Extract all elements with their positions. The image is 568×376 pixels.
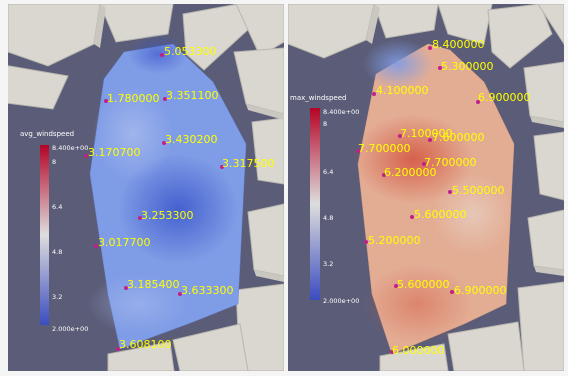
render-canvas-right[interactable]: max_windspeed 8.400e+00 8 6.4 4.8 3.2 2.… [288, 4, 564, 371]
probe-point[interactable]: 3.430200 [162, 133, 218, 146]
probe-point[interactable]: 5.300000 [438, 60, 494, 73]
probe-point[interactable]: 3.017700 [94, 236, 151, 249]
probe-label: 3.253300 [141, 209, 194, 222]
legend-title: avg_windspeed [20, 130, 74, 138]
probe-point[interactable]: 6.000000 [390, 344, 445, 357]
buildings [8, 4, 284, 371]
probe-label: 7.700000 [424, 156, 477, 169]
probe-point[interactable]: 7.100000 [398, 127, 453, 140]
legend-tick: 6.4 [323, 168, 333, 176]
probe-point[interactable]: 7.700000 [422, 156, 477, 169]
surface-shade-top [128, 34, 188, 74]
probe-point[interactable]: 6.900000 [450, 284, 507, 297]
probe-point[interactable]: 3.253300 [138, 209, 194, 222]
probe-point[interactable]: 5.600000 [394, 278, 450, 291]
probe-points-left: 5.053300 1.780000 3.351100 3.170700 3.43… [84, 45, 275, 351]
legend-max: 8.400e+00 [323, 108, 359, 116]
legend-min: 2.000e+00 [52, 325, 88, 333]
probe-label: 3.633300 [181, 284, 234, 297]
render-view-avg-windspeed[interactable]: avg_windspeed 8.400e+00 8 6.4 4.8 3.2 2.… [8, 4, 284, 371]
surface-shade-hot [353, 114, 473, 204]
probe-label: 3.317500 [222, 157, 275, 170]
probe-point[interactable]: 1.780000 [104, 92, 160, 105]
legend-tick: 6.4 [52, 203, 62, 211]
probe-points-right: 8.400000 5.300000 4.100000 6.900000 7.10… [356, 38, 531, 357]
probe-point[interactable]: 5.500000 [448, 184, 505, 197]
probe-label: 5.300000 [441, 60, 494, 73]
probe-label: 3.017700 [98, 236, 151, 249]
buildings [288, 4, 564, 371]
surface-shade-pale [433, 174, 513, 254]
probe-label: 3.351100 [166, 89, 219, 102]
surface-shade-bottom [363, 264, 473, 344]
probe-label: 5.600000 [397, 278, 450, 291]
probe-label: 4.100000 [376, 84, 429, 97]
surface-shade-cool [363, 39, 433, 89]
probe-label: 5.600000 [414, 208, 467, 221]
legend-min: 2.000e+00 [323, 297, 359, 305]
probe-label: 7.600000 [432, 131, 485, 144]
probe-point[interactable]: 3.608100 [116, 338, 172, 351]
probe-label: 3.430200 [165, 133, 218, 146]
render-view-max-windspeed[interactable]: max_windspeed 8.400e+00 8 6.4 4.8 3.2 2.… [288, 4, 564, 371]
probe-point[interactable]: 7.700000 [356, 142, 411, 155]
probe-label: 8.400000 [432, 38, 485, 51]
color-legend-left: avg_windspeed 8.400e+00 8 6.4 4.8 3.2 2.… [20, 130, 88, 333]
probe-point[interactable]: 3.170700 [84, 146, 141, 159]
probe-point[interactable]: 3.351100 [163, 89, 219, 102]
legend-colorbar [310, 108, 320, 300]
surface-shade-bottom [88, 274, 188, 334]
probe-label: 7.100000 [400, 127, 453, 140]
probe-label: 7.700000 [358, 142, 411, 155]
probe-label: 5.053300 [164, 45, 217, 58]
surface-shade-light [93, 86, 173, 182]
probe-label: 6.900000 [478, 91, 531, 104]
probe-point[interactable]: 3.317500 [220, 157, 275, 170]
probe-point[interactable]: 3.185400 [124, 278, 180, 291]
render-canvas-left[interactable]: avg_windspeed 8.400e+00 8 6.4 4.8 3.2 2.… [8, 4, 284, 371]
probe-label: 5.500000 [452, 184, 505, 197]
probe-point[interactable]: 5.053300 [160, 45, 217, 58]
probe-label: 1.780000 [107, 92, 160, 105]
probe-point[interactable]: 6.900000 [476, 91, 531, 104]
legend-tick: 3.2 [323, 260, 333, 268]
probe-point[interactable]: 7.600000 [428, 131, 485, 144]
legend-colorbar [40, 145, 49, 325]
probe-label: 6.200000 [384, 166, 437, 179]
legend-tick: 4.8 [52, 248, 62, 256]
legend-tick: 4.8 [323, 214, 333, 222]
probe-point[interactable]: 8.400000 [428, 38, 485, 51]
building-sides [366, 4, 564, 276]
legend-tick: 8 [323, 120, 327, 128]
probe-point[interactable]: 6.200000 [382, 166, 437, 179]
legend-max: 8.400e+00 [52, 144, 88, 152]
legend-title: max_windspeed [290, 94, 346, 102]
probe-label: 6.000000 [392, 344, 445, 357]
probe-label: 5.200000 [368, 234, 421, 247]
color-legend-right: max_windspeed 8.400e+00 8 6.4 4.8 3.2 2.… [290, 94, 359, 305]
probe-point[interactable]: 3.633300 [178, 284, 234, 297]
probe-point[interactable]: 5.600000 [410, 208, 467, 221]
probe-label: 6.900000 [454, 284, 507, 297]
probe-point[interactable]: 5.200000 [364, 234, 421, 247]
probe-label: 3.185400 [127, 278, 180, 291]
building-sides [94, 4, 284, 282]
probe-label: 3.608100 [119, 338, 172, 351]
surface-shade-dark [118, 154, 238, 264]
legend-tick: 3.2 [52, 293, 62, 301]
probe-point[interactable]: 4.100000 [372, 84, 429, 97]
legend-tick: 8 [52, 158, 56, 166]
probe-label: 3.170700 [88, 146, 141, 159]
